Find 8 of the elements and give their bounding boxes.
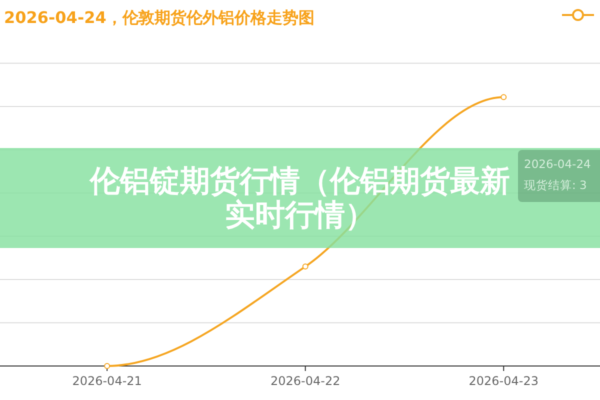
text: 伦铝锭期货行情（伦铝期货最新实时行情） bbox=[89, 164, 510, 233]
tooltip: 2026-04-24 现货结算: 3 bbox=[518, 150, 600, 202]
annotation: 2026-04-24 bbox=[524, 157, 591, 171]
chart-title: 2026-04-24，伦敦期货伦外铝价格走势图 bbox=[4, 8, 314, 27]
x-tick-label: 2026-04-23 bbox=[468, 374, 539, 388]
annotation: 现货结算: 3 bbox=[524, 178, 587, 192]
x-tick-label: 2026-04-21 bbox=[72, 374, 142, 388]
x-tick-label: 2026-04-22 bbox=[270, 374, 340, 388]
